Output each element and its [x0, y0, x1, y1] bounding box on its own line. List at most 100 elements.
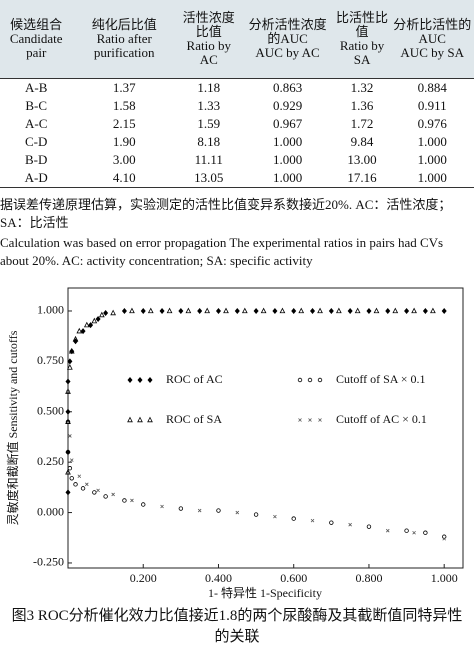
- data-point: [412, 530, 416, 535]
- data-point: [404, 307, 410, 314]
- chart: 1- 特异性 1-Specificity 灵敏度和截断值 Sensitivity…: [5, 287, 464, 600]
- data-point: [385, 528, 390, 533]
- table-cell: 13.05: [194, 170, 224, 185]
- table-cell: A-B: [24, 80, 48, 95]
- y-tick-label: 0.250: [37, 454, 64, 468]
- data-point: [260, 307, 267, 314]
- table-row: B-C 1.58 1.33 0.929 1.36 0.911: [0, 97, 474, 115]
- table-cell: 0.863: [272, 80, 303, 95]
- legend-label: Cutoff of SA × 0.1: [336, 372, 426, 386]
- data-point: [273, 514, 277, 519]
- table-cell: 1.90: [112, 134, 136, 149]
- table-cell: 3.00: [112, 152, 136, 167]
- data-point: [91, 317, 98, 324]
- data-point: [69, 476, 74, 481]
- data-point: [253, 307, 259, 314]
- table-cell: 1.18: [197, 80, 221, 95]
- legend-label: ROC of AC: [166, 372, 223, 386]
- table-cell: 17.16: [347, 170, 377, 185]
- header-zh: 纯化后比值: [91, 17, 157, 32]
- data-point: [185, 307, 192, 314]
- header-zh: 候选组合: [10, 17, 63, 32]
- data-point: [204, 307, 211, 314]
- data-point: [73, 482, 78, 487]
- data-point: [72, 335, 79, 342]
- data-point: [373, 307, 380, 314]
- data-point: [197, 307, 203, 314]
- table-cell: 1.33: [197, 98, 221, 113]
- table-cell: 0.911: [417, 98, 447, 113]
- data-table: 候选组合 Candidate pair 纯化后比值 Ratio after purif…: [0, 0, 474, 188]
- data-point: [385, 307, 391, 314]
- data-point: [129, 307, 135, 314]
- data-point: [110, 309, 116, 316]
- table-cell: 1.000: [272, 170, 303, 185]
- data-point: [166, 307, 173, 314]
- data-point: [65, 408, 71, 415]
- legend-label: ROC of SA: [166, 412, 222, 426]
- legend-marker: [308, 418, 312, 422]
- table-row: A-D 4.10 13.05 1.000 17.16 1.000: [0, 169, 474, 188]
- data-point: [65, 419, 71, 425]
- data-point: [159, 307, 165, 314]
- header-cell: 纯化后比值 Ratio after purification: [72, 0, 176, 79]
- table-cell: 1.58: [112, 98, 136, 113]
- table-cell: 2.15: [112, 116, 136, 131]
- data-point: [77, 474, 82, 479]
- table-cell: 1.000: [417, 152, 447, 167]
- data-point: [291, 516, 296, 521]
- header-cell: 比活性比值 Ratio by SA: [334, 0, 391, 79]
- data-point: [328, 307, 334, 314]
- legend-marker: [137, 377, 143, 383]
- y-tick-label: 1.000: [37, 303, 64, 317]
- footnote-en: Calculation was based on error propagati…: [0, 235, 444, 268]
- data-point: [88, 322, 94, 329]
- table-cell: 8.18: [197, 134, 221, 149]
- data-point: [65, 449, 71, 455]
- table-cell: C-D: [24, 134, 48, 149]
- data-point: [103, 494, 108, 499]
- y-tick-label: -0.250: [33, 555, 64, 569]
- table-row: B-D 3.00 11.11 1.000 13.00 1.000: [0, 151, 474, 169]
- header-en: AUC by AC: [255, 45, 320, 60]
- table-cell: 0.884: [417, 80, 447, 95]
- data-point: [121, 307, 127, 314]
- table-cell: 1.32: [350, 80, 374, 95]
- table-cell: 1.000: [272, 152, 303, 167]
- data-point: [354, 307, 361, 314]
- x-tick-label: 0.200: [130, 571, 157, 585]
- header-zh: 比活性比值: [336, 10, 389, 39]
- data-point: [215, 307, 221, 314]
- data-point: [76, 327, 83, 334]
- plot-frame: [67, 287, 464, 569]
- data-point: [197, 508, 202, 513]
- data-point: [279, 307, 286, 314]
- data-point: [234, 307, 240, 314]
- legend-marker: [307, 377, 313, 383]
- data-point: [253, 512, 259, 517]
- data-point: [310, 307, 316, 314]
- table-cell: 1.000: [417, 170, 447, 185]
- data-point: [67, 358, 73, 365]
- data-point: [366, 524, 372, 529]
- data-point: [83, 321, 90, 328]
- table-cell: 1.72: [350, 116, 374, 131]
- table-row: C-D 1.90 8.18 1.000 9.84 1.000: [0, 133, 474, 151]
- x-tick-label: 0.400: [205, 571, 232, 585]
- data-point: [223, 307, 229, 314]
- legend-marker: [298, 418, 302, 422]
- legend-marker: [147, 416, 153, 423]
- figure-caption: 图3 ROC分析催化效力比值接近1.8的两个尿酸酶及其截断值同特异性的关联: [11, 608, 463, 645]
- data-point: [80, 486, 86, 491]
- legend-marker: [317, 377, 323, 383]
- data-point: [65, 489, 71, 496]
- header-zh: 分析比活性的AUC: [393, 17, 472, 46]
- data-point: [216, 508, 221, 513]
- legend-label: Cutoff of AC × 0.1: [336, 412, 427, 426]
- table-cell: 1.37: [112, 80, 136, 95]
- table-cell: 1.59: [197, 116, 221, 131]
- data-point: [141, 502, 146, 507]
- data-point: [291, 307, 297, 314]
- y-tick-label: 0.000: [37, 504, 64, 518]
